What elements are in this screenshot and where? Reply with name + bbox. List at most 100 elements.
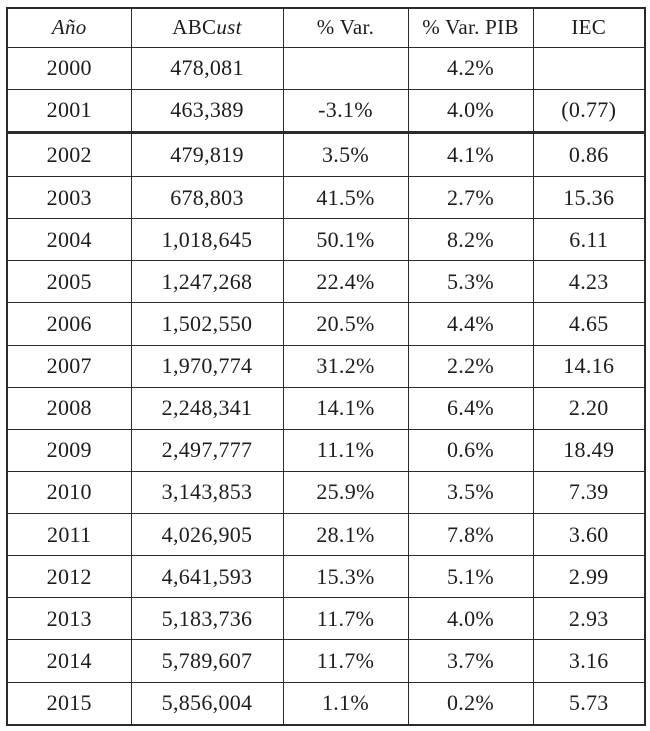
cell-abcust: 5,183,736 xyxy=(130,597,284,641)
table-header-row: Año ABCust % Var. % Var. PIB IEC xyxy=(6,7,646,48)
cell-iec: 7.39 xyxy=(532,470,646,515)
table-row: 2006 1,502,550 20.5% 4.4% 4.65 xyxy=(6,302,646,346)
cell-abcust: 3,143,853 xyxy=(130,470,284,515)
cell-var: 3.5% xyxy=(282,132,409,177)
cell-abcust: 5,856,004 xyxy=(130,681,284,726)
header-cell-var: % Var. xyxy=(282,7,409,48)
cell-var-pib: 4.2% xyxy=(407,46,534,90)
cell-var-pib: 4.1% xyxy=(407,132,534,177)
cell-year: 2005 xyxy=(6,260,132,304)
cell-abcust: 479,819 xyxy=(130,132,284,177)
cell-iec: 4.65 xyxy=(532,302,646,346)
cell-iec: 6.11 xyxy=(532,218,646,262)
cell-iec: 2.99 xyxy=(532,555,646,599)
cell-year: 2001 xyxy=(6,88,132,135)
cell-var-pib: 3.5% xyxy=(407,470,534,515)
cell-iec: 18.49 xyxy=(532,428,646,472)
cell-var: 1.1% xyxy=(282,681,409,726)
table-body: 2000 478,081 4.2% 2001 463,389 -3.1% 4.0… xyxy=(6,46,646,726)
cell-iec: (0.77) xyxy=(532,88,646,135)
cell-iec: 3.16 xyxy=(532,639,646,683)
cell-var: 31.2% xyxy=(282,344,409,388)
cell-var: 11.1% xyxy=(282,428,409,472)
cell-var-pib: 5.3% xyxy=(407,260,534,304)
cell-abcust: 4,026,905 xyxy=(130,512,284,557)
cell-var-pib: 8.2% xyxy=(407,218,534,262)
cell-iec: 0.86 xyxy=(532,132,646,177)
table-row: 2015 5,856,004 1.1% 0.2% 5.73 xyxy=(6,681,646,726)
header-cell-iec: IEC xyxy=(532,7,646,48)
cell-year: 2015 xyxy=(6,681,132,726)
cell-abcust: 1,018,645 xyxy=(130,218,284,262)
cell-iec: 2.20 xyxy=(532,386,646,430)
header-label-abcust-plain: ABC xyxy=(172,15,217,40)
table-row: 2005 1,247,268 22.4% 5.3% 4.23 xyxy=(6,260,646,304)
cell-var-pib: 7.8% xyxy=(407,512,534,557)
cell-var-pib: 0.6% xyxy=(407,428,534,472)
cell-var: 28.1% xyxy=(282,512,409,557)
header-cell-var-pib: % Var. PIB xyxy=(407,7,534,48)
table-row: 2010 3,143,853 25.9% 3.5% 7.39 xyxy=(6,470,646,515)
header-label-var: % Var. xyxy=(316,15,375,40)
cell-abcust: 678,803 xyxy=(130,175,284,220)
header-cell-ano: Año xyxy=(6,7,132,48)
cell-var-pib: 4.0% xyxy=(407,597,534,641)
cell-var-pib: 2.7% xyxy=(407,175,534,220)
cell-year: 2012 xyxy=(6,555,132,599)
cell-year: 2008 xyxy=(6,386,132,430)
table-row: 2011 4,026,905 28.1% 7.8% 3.60 xyxy=(6,512,646,557)
cell-var: 50.1% xyxy=(282,218,409,262)
cell-var-pib: 4.4% xyxy=(407,302,534,346)
cell-abcust: 1,502,550 xyxy=(130,302,284,346)
table-row: 2008 2,248,341 14.1% 6.4% 2.20 xyxy=(6,386,646,430)
table-row: 2009 2,497,777 11.1% 0.6% 18.49 xyxy=(6,428,646,472)
table-row: 2007 1,970,774 31.2% 2.2% 14.16 xyxy=(6,344,646,388)
table-row: 2002 479,819 3.5% 4.1% 0.86 xyxy=(6,132,646,177)
cell-abcust: 5,789,607 xyxy=(130,639,284,683)
cell-year: 2013 xyxy=(6,597,132,641)
cell-year: 2010 xyxy=(6,470,132,515)
cell-var: 11.7% xyxy=(282,639,409,683)
cell-var-pib: 3.7% xyxy=(407,639,534,683)
cell-abcust: 4,641,593 xyxy=(130,555,284,599)
cell-iec xyxy=(532,46,646,90)
cell-year: 2004 xyxy=(6,218,132,262)
cell-var-pib: 6.4% xyxy=(407,386,534,430)
header-label-iec: IEC xyxy=(571,15,607,40)
cell-abcust: 1,970,774 xyxy=(130,344,284,388)
table-row: 2004 1,018,645 50.1% 8.2% 6.11 xyxy=(6,218,646,262)
cell-iec: 14.16 xyxy=(532,344,646,388)
cell-year: 2002 xyxy=(6,132,132,177)
cell-abcust: 1,247,268 xyxy=(130,260,284,304)
cell-var: 15.3% xyxy=(282,555,409,599)
cell-var-pib: 4.0% xyxy=(407,88,534,135)
cell-var: 22.4% xyxy=(282,260,409,304)
cell-year: 2007 xyxy=(6,344,132,388)
table-row: 2012 4,641,593 15.3% 5.1% 2.99 xyxy=(6,555,646,599)
cell-abcust: 2,497,777 xyxy=(130,428,284,472)
cell-iec: 3.60 xyxy=(532,512,646,557)
cell-var xyxy=(282,46,409,90)
cell-var: 41.5% xyxy=(282,175,409,220)
cell-iec: 2.93 xyxy=(532,597,646,641)
cell-year: 2014 xyxy=(6,639,132,683)
data-table: Año ABCust % Var. % Var. PIB IEC 2000 47… xyxy=(6,7,646,726)
cell-abcust: 478,081 xyxy=(130,46,284,90)
cell-year: 2003 xyxy=(6,175,132,220)
cell-iec: 4.23 xyxy=(532,260,646,304)
table-row: 2013 5,183,736 11.7% 4.0% 2.93 xyxy=(6,597,646,641)
header-label-var-pib: % Var. PIB xyxy=(422,15,519,40)
cell-var: 20.5% xyxy=(282,302,409,346)
cell-var: -3.1% xyxy=(282,88,409,135)
cell-var: 14.1% xyxy=(282,386,409,430)
table-row: 2001 463,389 -3.1% 4.0% (0.77) xyxy=(6,88,646,135)
cell-var: 25.9% xyxy=(282,470,409,515)
cell-var-pib: 2.2% xyxy=(407,344,534,388)
cell-year: 2011 xyxy=(6,512,132,557)
cell-iec: 5.73 xyxy=(532,681,646,726)
header-cell-abcust: ABCust xyxy=(130,7,284,48)
cell-iec: 15.36 xyxy=(532,175,646,220)
table-row: 2000 478,081 4.2% xyxy=(6,46,646,90)
cell-year: 2000 xyxy=(6,46,132,90)
